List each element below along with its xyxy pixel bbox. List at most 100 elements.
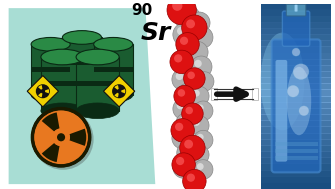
Circle shape [176, 73, 183, 80]
Ellipse shape [94, 88, 133, 102]
Circle shape [170, 50, 193, 74]
Circle shape [175, 54, 196, 76]
Wedge shape [121, 89, 125, 93]
Circle shape [32, 109, 93, 170]
FancyBboxPatch shape [261, 120, 331, 127]
Wedge shape [42, 112, 60, 132]
Circle shape [287, 85, 299, 97]
Circle shape [177, 160, 184, 168]
Circle shape [176, 157, 184, 165]
Circle shape [194, 60, 202, 67]
FancyBboxPatch shape [261, 4, 331, 189]
Circle shape [190, 86, 209, 106]
Circle shape [177, 83, 198, 105]
Circle shape [184, 140, 193, 149]
FancyBboxPatch shape [261, 133, 331, 140]
Ellipse shape [260, 33, 305, 130]
Ellipse shape [76, 49, 119, 65]
Circle shape [193, 119, 200, 126]
FancyBboxPatch shape [272, 40, 321, 172]
Ellipse shape [287, 67, 311, 135]
FancyBboxPatch shape [275, 142, 318, 146]
Circle shape [52, 128, 70, 146]
Circle shape [189, 12, 210, 34]
FancyBboxPatch shape [261, 145, 331, 152]
FancyBboxPatch shape [261, 96, 331, 103]
Circle shape [194, 72, 214, 91]
FancyBboxPatch shape [31, 44, 70, 95]
Wedge shape [42, 143, 60, 162]
FancyBboxPatch shape [94, 67, 133, 72]
Circle shape [195, 30, 203, 38]
Circle shape [193, 148, 200, 155]
FancyBboxPatch shape [252, 88, 258, 100]
Ellipse shape [41, 49, 84, 65]
FancyBboxPatch shape [261, 126, 331, 134]
Circle shape [187, 174, 195, 182]
FancyBboxPatch shape [261, 77, 331, 84]
Circle shape [193, 90, 200, 97]
Ellipse shape [62, 81, 102, 95]
FancyBboxPatch shape [261, 22, 331, 29]
Wedge shape [114, 85, 119, 90]
FancyBboxPatch shape [261, 89, 331, 97]
Wedge shape [38, 85, 43, 90]
FancyBboxPatch shape [62, 60, 102, 65]
Circle shape [173, 157, 194, 178]
FancyBboxPatch shape [261, 34, 331, 41]
FancyBboxPatch shape [261, 83, 331, 91]
FancyBboxPatch shape [261, 182, 331, 189]
Circle shape [197, 134, 204, 141]
Circle shape [178, 38, 201, 62]
FancyBboxPatch shape [261, 46, 331, 53]
FancyBboxPatch shape [76, 81, 119, 86]
Circle shape [192, 16, 200, 23]
FancyBboxPatch shape [261, 114, 331, 121]
Circle shape [197, 105, 204, 111]
Ellipse shape [41, 103, 84, 119]
FancyBboxPatch shape [261, 40, 331, 47]
FancyBboxPatch shape [275, 156, 318, 160]
FancyBboxPatch shape [261, 53, 331, 60]
Circle shape [57, 133, 65, 141]
Circle shape [191, 56, 212, 77]
Circle shape [167, 0, 196, 25]
Circle shape [292, 48, 300, 56]
FancyBboxPatch shape [211, 88, 217, 100]
Circle shape [173, 23, 196, 46]
Circle shape [181, 146, 188, 153]
Circle shape [112, 84, 126, 98]
Circle shape [175, 123, 183, 131]
FancyBboxPatch shape [261, 157, 331, 164]
Circle shape [299, 106, 309, 116]
FancyBboxPatch shape [261, 108, 331, 115]
Circle shape [171, 119, 194, 142]
Circle shape [190, 45, 198, 53]
Circle shape [176, 131, 183, 139]
Circle shape [178, 89, 185, 97]
Circle shape [36, 84, 50, 98]
Circle shape [175, 5, 200, 31]
Circle shape [190, 116, 209, 135]
Circle shape [187, 41, 208, 63]
Circle shape [174, 54, 182, 63]
Ellipse shape [94, 37, 133, 51]
FancyBboxPatch shape [41, 81, 84, 86]
FancyBboxPatch shape [261, 151, 331, 158]
Circle shape [179, 10, 188, 19]
Ellipse shape [31, 88, 70, 102]
FancyBboxPatch shape [62, 37, 102, 88]
FancyBboxPatch shape [261, 139, 331, 146]
FancyBboxPatch shape [294, 5, 297, 12]
Circle shape [172, 153, 195, 176]
Circle shape [181, 87, 188, 95]
Circle shape [174, 85, 195, 107]
Circle shape [198, 75, 205, 82]
Circle shape [180, 37, 188, 45]
Circle shape [172, 1, 183, 11]
Circle shape [182, 43, 190, 51]
Circle shape [118, 90, 120, 92]
Circle shape [197, 163, 204, 170]
FancyBboxPatch shape [76, 57, 119, 111]
Circle shape [182, 103, 203, 125]
